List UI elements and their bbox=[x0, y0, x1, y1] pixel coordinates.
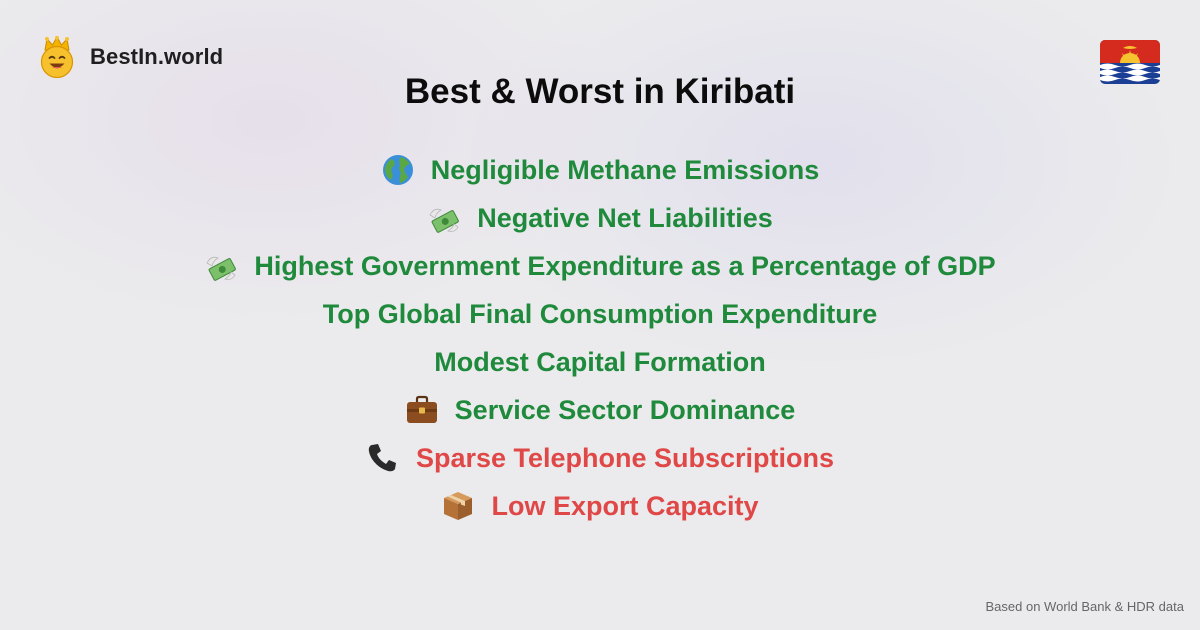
package-icon bbox=[444, 492, 473, 520]
money-wings-icon bbox=[206, 256, 237, 281]
money-wings-icon bbox=[429, 208, 460, 233]
telephone-receiver-icon bbox=[368, 444, 396, 472]
fact-text: Low Export Capacity bbox=[491, 490, 759, 521]
data-source-note: Based on World Bank & HDR data bbox=[985, 599, 1184, 614]
fact-text: Negligible Methane Emissions bbox=[430, 154, 820, 185]
fact-text: Service Sector Dominance bbox=[454, 394, 796, 425]
briefcase-icon bbox=[406, 395, 437, 423]
fact-text: Top Global Final Consumption Expenditure bbox=[322, 298, 878, 329]
page-title: Best & Worst in Kiribati bbox=[404, 72, 796, 111]
fact-item: Negative Net Liabilities bbox=[0, 194, 1200, 242]
kiribati-flag-icon bbox=[1100, 40, 1160, 84]
fact-item: Service Sector Dominance bbox=[0, 386, 1200, 434]
fact-item: Low Export Capacity bbox=[0, 482, 1200, 530]
fact-item: Negligible Methane Emissions bbox=[0, 146, 1200, 194]
crowned-smiley-icon bbox=[40, 36, 74, 78]
fact-item: Sparse Telephone Subscriptions bbox=[0, 434, 1200, 482]
globe-icon bbox=[382, 155, 413, 185]
brand[interactable]: BestIn.world bbox=[38, 36, 223, 78]
fact-item: Top Global Final Consumption Expenditure bbox=[0, 290, 1200, 338]
brand-name: BestIn.world bbox=[90, 44, 224, 69]
fact-text: Modest Capital Formation bbox=[434, 346, 766, 377]
facts-list: Negligible Methane Emissions Negative Ne… bbox=[0, 146, 1200, 530]
fact-item: Modest Capital Formation bbox=[0, 338, 1200, 386]
fact-text: Negative Net Liabilities bbox=[477, 202, 773, 233]
fact-item: Highest Government Expenditure as a Perc… bbox=[0, 242, 1200, 290]
fact-text: Sparse Telephone Subscriptions bbox=[415, 442, 835, 473]
fact-text: Highest Government Expenditure as a Perc… bbox=[254, 250, 996, 281]
